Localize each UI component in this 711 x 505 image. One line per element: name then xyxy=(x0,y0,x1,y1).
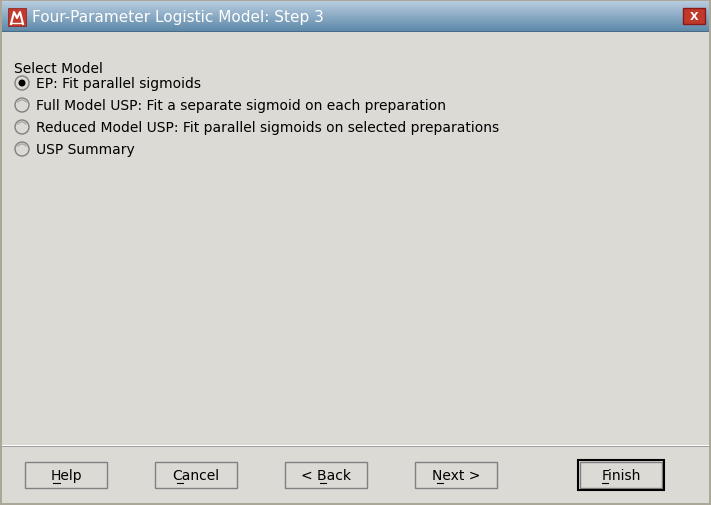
Bar xyxy=(2,19,709,20)
Bar xyxy=(2,26,709,28)
Bar xyxy=(2,21,709,23)
Bar xyxy=(581,463,663,489)
Bar xyxy=(2,22,709,24)
Text: Next >: Next > xyxy=(432,468,480,482)
Bar xyxy=(2,15,709,16)
Bar xyxy=(2,5,709,6)
Bar xyxy=(2,29,709,31)
Bar xyxy=(2,23,709,25)
Text: Four-Parameter Logistic Model: Step 3: Four-Parameter Logistic Model: Step 3 xyxy=(32,10,324,24)
Bar xyxy=(415,462,497,488)
Circle shape xyxy=(15,99,29,113)
Bar xyxy=(25,462,107,488)
Bar xyxy=(2,445,709,446)
Bar xyxy=(286,463,368,489)
Circle shape xyxy=(15,121,29,135)
Text: X: X xyxy=(690,12,698,22)
Text: Reduced Model USP: Fit parallel sigmoids on selected preparations: Reduced Model USP: Fit parallel sigmoids… xyxy=(36,121,499,135)
Bar xyxy=(416,463,498,489)
Text: Select Model: Select Model xyxy=(14,62,103,76)
Bar xyxy=(2,32,709,33)
Circle shape xyxy=(15,143,29,157)
Bar xyxy=(683,9,705,25)
Bar xyxy=(2,12,709,13)
Bar xyxy=(156,463,238,489)
Bar xyxy=(578,460,664,490)
Bar xyxy=(580,462,662,488)
Text: EP: Fit parallel sigmoids: EP: Fit parallel sigmoids xyxy=(36,77,201,91)
Text: Full Model USP: Fit a separate sigmoid on each preparation: Full Model USP: Fit a separate sigmoid o… xyxy=(36,99,446,113)
Text: < Back: < Back xyxy=(301,468,351,482)
Bar xyxy=(2,18,709,19)
Text: Finish: Finish xyxy=(602,468,641,482)
Bar xyxy=(26,463,108,489)
Bar xyxy=(2,27,709,29)
Bar xyxy=(2,11,709,12)
Bar xyxy=(2,20,709,21)
Text: Help: Help xyxy=(50,468,82,482)
Bar xyxy=(2,6,709,7)
Bar xyxy=(6,33,705,450)
Bar xyxy=(8,9,26,27)
Bar xyxy=(2,28,709,30)
Bar xyxy=(2,446,709,447)
Bar xyxy=(2,2,709,3)
Text: Cancel: Cancel xyxy=(173,468,220,482)
Bar xyxy=(2,25,709,27)
Bar xyxy=(2,21,709,22)
Bar xyxy=(2,24,709,26)
Bar xyxy=(2,30,709,32)
Bar xyxy=(2,13,709,14)
Bar xyxy=(2,3,709,4)
Text: USP Summary: USP Summary xyxy=(36,143,135,157)
Bar xyxy=(155,462,237,488)
Bar xyxy=(2,16,709,17)
Bar xyxy=(2,14,709,15)
Bar xyxy=(2,8,709,9)
Bar xyxy=(2,10,709,11)
Bar xyxy=(2,7,709,8)
Bar xyxy=(285,462,367,488)
Bar xyxy=(2,9,709,10)
Circle shape xyxy=(15,77,29,91)
Bar xyxy=(2,4,709,5)
Bar xyxy=(2,17,709,18)
Circle shape xyxy=(18,80,26,87)
